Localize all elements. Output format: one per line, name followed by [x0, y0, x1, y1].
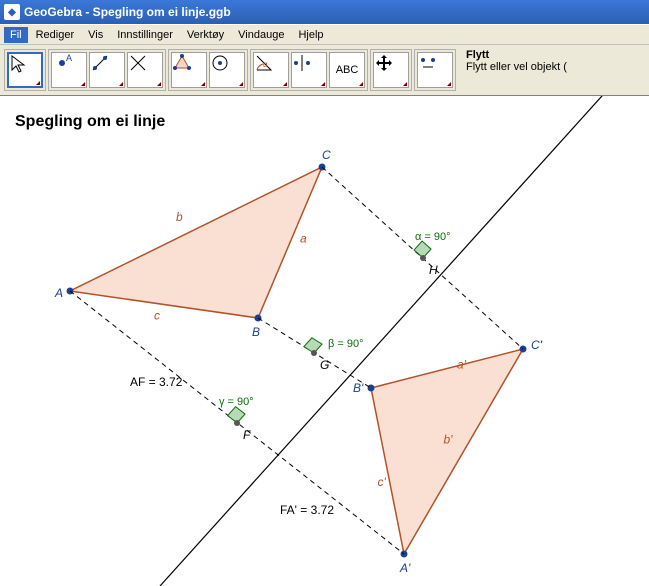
menu-vis[interactable]: Vis [82, 27, 109, 43]
svg-text:C': C' [531, 338, 543, 352]
tool-text[interactable]: ABC [329, 52, 365, 88]
tool-pan[interactable] [373, 52, 409, 88]
tool-circle[interactable] [209, 52, 245, 88]
toolgroup-view [370, 49, 412, 91]
svg-text:G: G [320, 358, 329, 372]
app-icon: ◆ [4, 4, 20, 20]
svg-text:FA' = 3.72: FA' = 3.72 [280, 503, 334, 517]
svg-text:F: F [243, 428, 251, 442]
toolbar: A α ABC Flytt Flytt eller vel objekt ( [0, 44, 649, 96]
svg-text:Spegling om ei linje: Spegling om ei linje [15, 113, 165, 130]
titlebar: ◆ GeoGebra - Spegling om ei linje.ggb [0, 0, 649, 24]
svg-text:C: C [322, 148, 331, 162]
svg-text:B: B [252, 325, 260, 339]
svg-text:α = 90°: α = 90° [415, 231, 451, 243]
tool-point[interactable]: A [51, 52, 87, 88]
menu-fil[interactable]: Fil [4, 27, 28, 43]
toolgroup-misc [414, 49, 456, 91]
svg-text:α: α [263, 60, 268, 69]
tool-perpendicular[interactable] [127, 52, 163, 88]
toolgroup-point: A [48, 49, 166, 91]
tool-reflect[interactable] [291, 52, 327, 88]
menu-verktoy[interactable]: Verktøy [181, 27, 230, 43]
menu-rediger[interactable]: Rediger [30, 27, 81, 43]
menu-innstillinger[interactable]: Innstillinger [111, 27, 179, 43]
svg-text:γ = 90°: γ = 90° [219, 396, 254, 408]
svg-text:c: c [154, 309, 160, 323]
svg-text:c': c' [378, 475, 387, 489]
svg-text:AF = 3.72: AF = 3.72 [130, 375, 183, 389]
geometry-svg: Spegling om ei linje a b c A B Ca' b' c' A' B' C' Fγ… [0, 96, 649, 586]
tool-slider[interactable] [417, 52, 453, 88]
svg-text:b': b' [444, 433, 454, 447]
canvas[interactable]: Spegling om ei linje a b c A B Ca' b' c' A' B' C' Fγ… [0, 96, 649, 586]
window-title: GeoGebra - Spegling om ei linje.ggb [24, 5, 231, 19]
toolgroup-move [4, 49, 46, 91]
hint-title: Flytt [466, 49, 567, 61]
tool-move[interactable] [7, 52, 43, 88]
menu-hjelp[interactable]: Hjelp [292, 27, 329, 43]
svg-text:a: a [300, 232, 307, 246]
menubar: Fil Rediger Vis Innstillinger Verktøy Vi… [0, 24, 649, 44]
svg-text:B': B' [353, 381, 364, 395]
toolgroup-polygon [168, 49, 248, 91]
svg-text:A: A [54, 286, 63, 300]
svg-text:A: A [66, 53, 72, 63]
svg-text:b: b [176, 210, 183, 224]
toolbar-hint: Flytt Flytt eller vel objekt ( [466, 49, 567, 73]
svg-text:A': A' [399, 561, 411, 575]
hint-desc: Flytt eller vel objekt ( [466, 61, 567, 73]
toolgroup-measure: α ABC [250, 49, 368, 91]
svg-text:a': a' [457, 358, 467, 372]
svg-text:H: H [429, 263, 438, 277]
tool-line[interactable] [89, 52, 125, 88]
tool-polygon[interactable] [171, 52, 207, 88]
tool-angle[interactable]: α [253, 52, 289, 88]
menu-vindauge[interactable]: Vindauge [232, 27, 290, 43]
svg-text:β = 90°: β = 90° [328, 338, 364, 350]
